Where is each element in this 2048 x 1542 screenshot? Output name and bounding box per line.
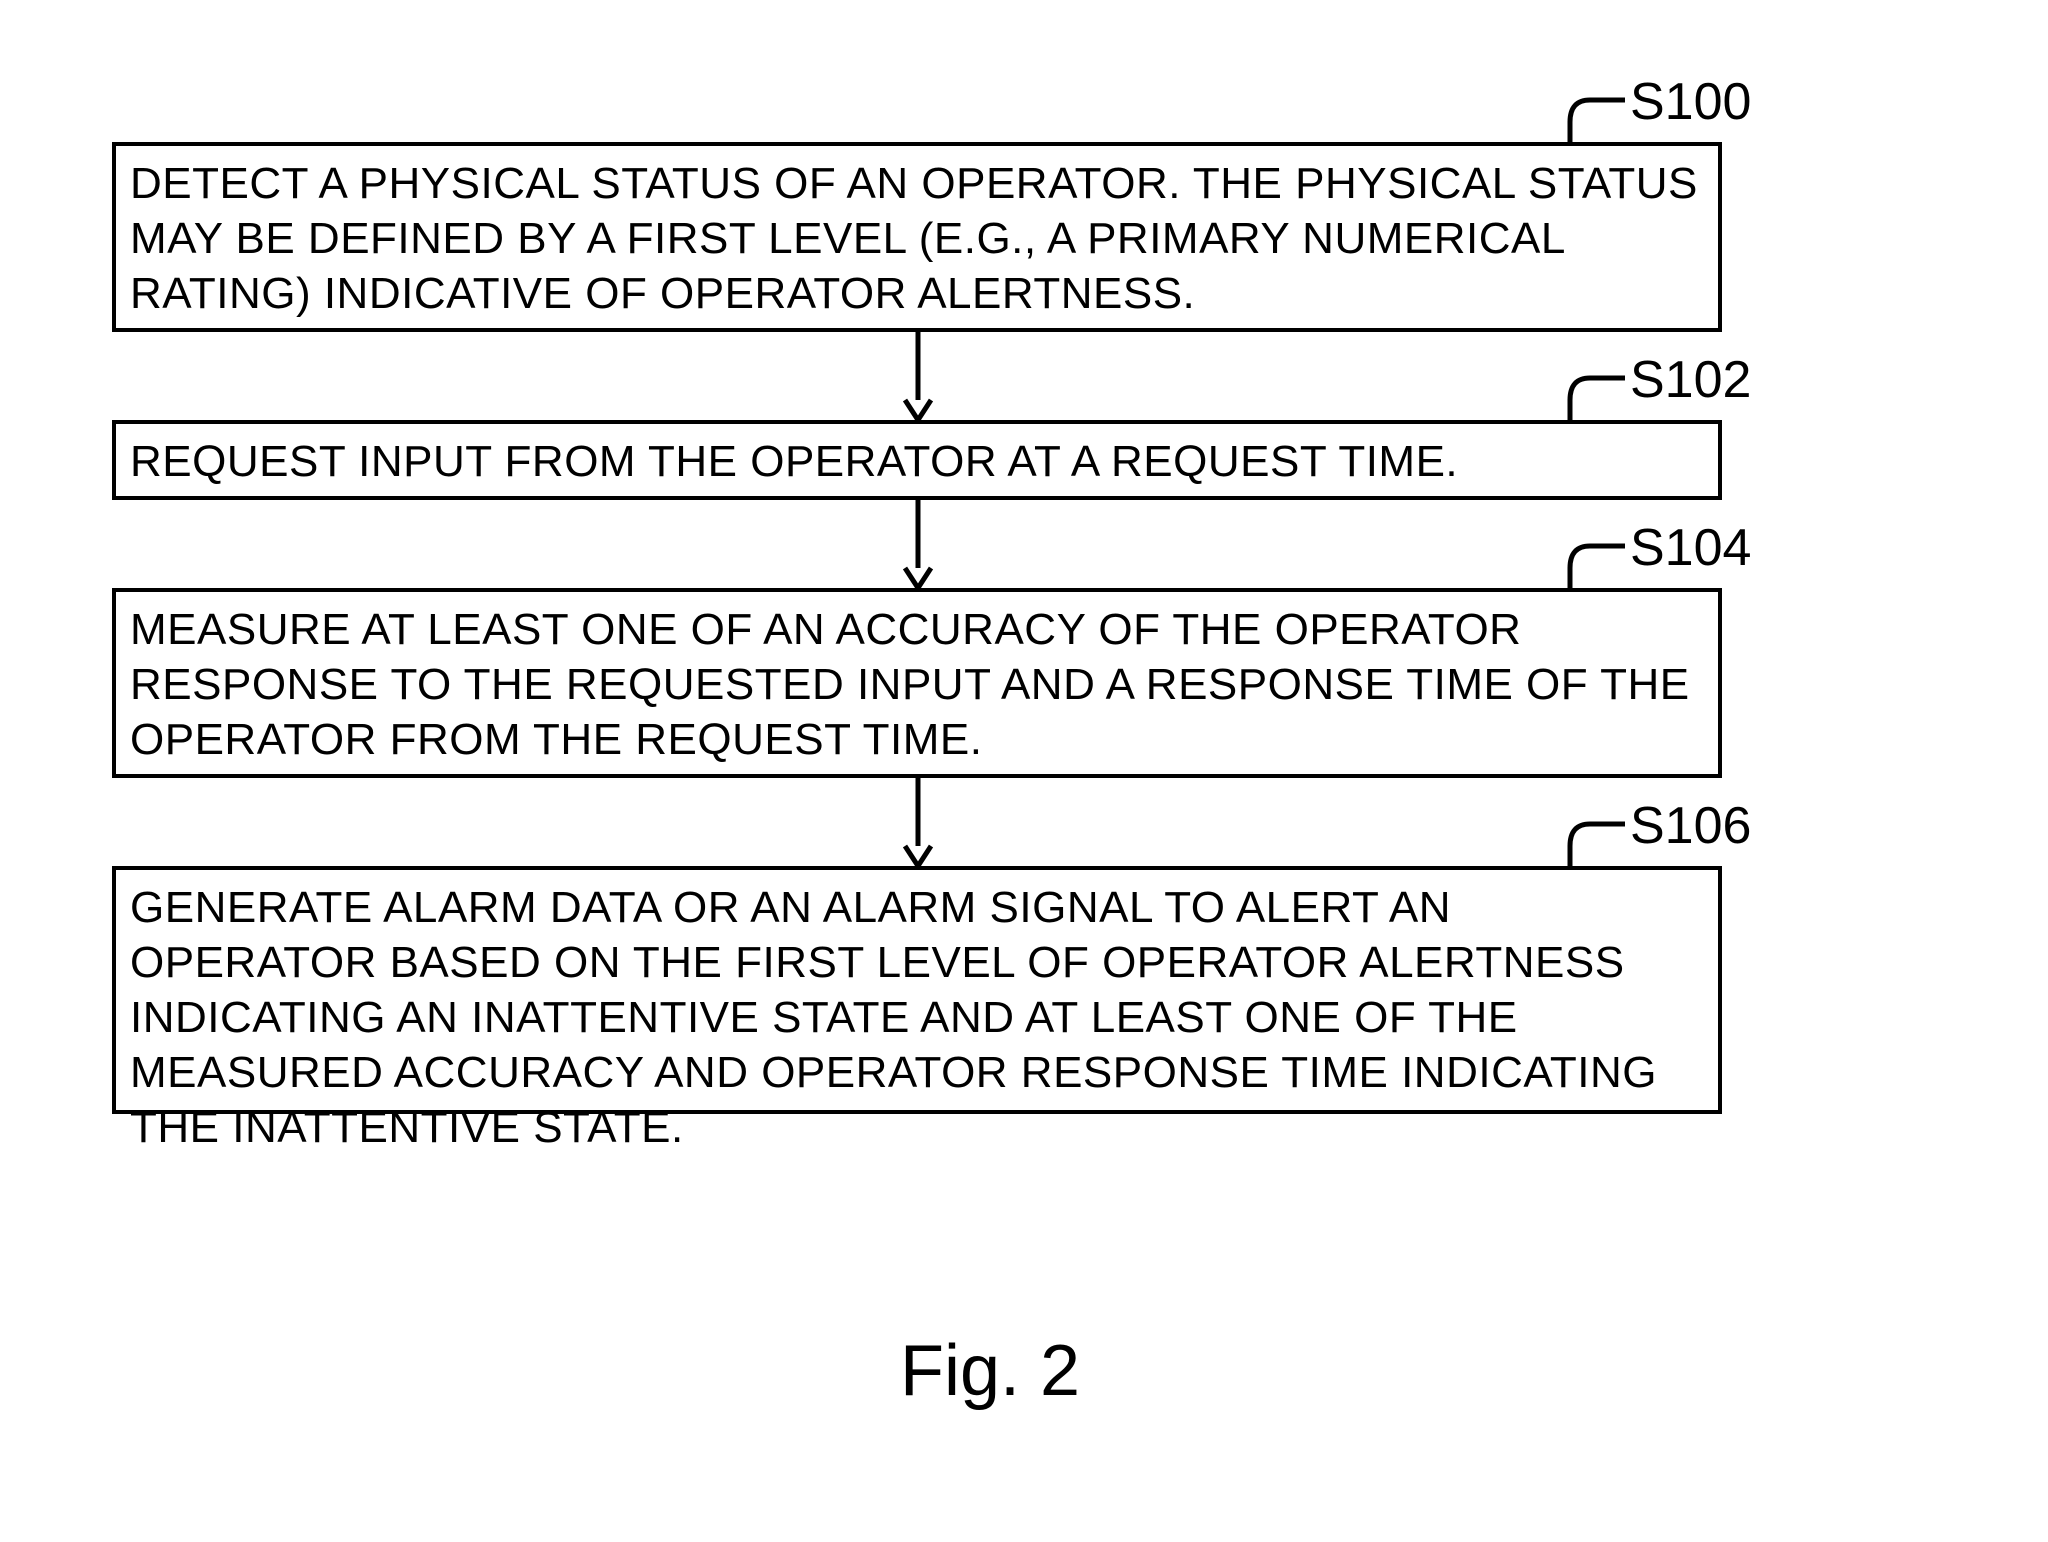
figure-caption: Fig. 2 bbox=[900, 1330, 1080, 1412]
leader-s100 bbox=[1535, 82, 1625, 142]
flow-step-text: REQUEST INPUT FROM THE OPERATOR AT A REQ… bbox=[130, 434, 1458, 489]
leader-s102 bbox=[1535, 360, 1625, 420]
flow-arrow-3 bbox=[900, 778, 936, 866]
step-label-s106: S106 bbox=[1630, 796, 1751, 856]
flow-arrow-2 bbox=[900, 500, 936, 588]
flow-step-s100: DETECT A PHYSICAL STATUS OF AN OPERATOR.… bbox=[112, 142, 1722, 332]
flow-step-s104: MEASURE AT LEAST ONE OF AN ACCURACY OF T… bbox=[112, 588, 1722, 778]
step-label-s104: S104 bbox=[1630, 518, 1751, 578]
leader-s104 bbox=[1535, 528, 1625, 588]
flow-step-text: GENERATE ALARM DATA OR AN ALARM SIGNAL T… bbox=[130, 880, 1704, 1155]
flow-arrow-1 bbox=[900, 332, 936, 420]
leader-s106 bbox=[1535, 806, 1625, 866]
flow-step-s106: GENERATE ALARM DATA OR AN ALARM SIGNAL T… bbox=[112, 866, 1722, 1114]
flow-step-text: MEASURE AT LEAST ONE OF AN ACCURACY OF T… bbox=[130, 602, 1704, 767]
flow-step-s102: REQUEST INPUT FROM THE OPERATOR AT A REQ… bbox=[112, 420, 1722, 500]
step-label-s102: S102 bbox=[1630, 350, 1751, 410]
step-label-s100: S100 bbox=[1630, 72, 1751, 132]
flow-step-text: DETECT A PHYSICAL STATUS OF AN OPERATOR.… bbox=[130, 156, 1704, 321]
